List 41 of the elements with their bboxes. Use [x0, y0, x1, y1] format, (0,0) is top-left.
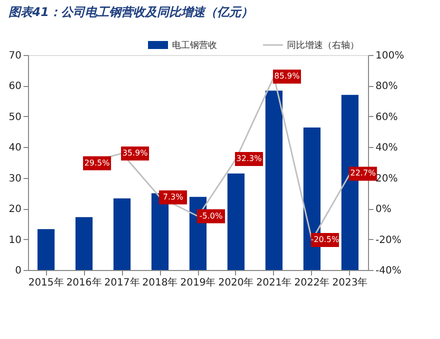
y2-tick-label: 20% [376, 173, 398, 184]
y-tick-label: 0 [15, 266, 22, 276]
y-tick-label: 30 [8, 173, 22, 184]
bar [227, 174, 245, 270]
y-tick-label: 40 [8, 142, 22, 154]
x-tick-label: 2023年 [332, 276, 368, 288]
y2-tick-label: -40% [376, 266, 402, 276]
data-label: 29.5% [84, 158, 110, 168]
chart-title: 图表41：公司电工钢营收及同比增速（亿元） [8, 5, 253, 19]
x-tick-label: 2016年 [66, 276, 102, 288]
x-tick-label: 2021年 [256, 276, 292, 288]
data-label: 85.9% [274, 72, 300, 81]
bar [265, 90, 283, 270]
y2-tick-label: 100% [376, 50, 404, 62]
y2-tick-label: 40% [376, 142, 398, 154]
x-tick-label: 2019年 [180, 276, 216, 288]
y-tick-label: 60 [8, 81, 22, 92]
y2-tick-label: 80% [376, 81, 398, 92]
y-tick-label: 70 [8, 50, 22, 62]
y2-tick-label: 0% [376, 204, 392, 216]
data-label: 32.3% [236, 154, 262, 163]
y-tick-label: 50 [8, 112, 22, 123]
bar [75, 217, 93, 270]
data-label: -5.0% [199, 211, 223, 220]
x-tick-label: 2018年 [142, 276, 178, 288]
x-tick-label: 2020年 [218, 276, 254, 288]
legend-label: 电工钢营收 [172, 40, 217, 51]
y2-tick-label: 60% [376, 112, 398, 123]
y2-tick-label: -20% [376, 234, 402, 246]
x-tick-label: 2017年 [104, 276, 140, 288]
y-tick-label: 10 [8, 234, 22, 246]
data-label: 7.3% [162, 192, 184, 202]
x-tick-label: 2022年 [294, 276, 330, 288]
data-label: -20.5% [310, 235, 340, 244]
y-tick-label: 20 [8, 204, 22, 216]
bar [113, 198, 131, 270]
bar [37, 229, 55, 270]
legend-label: 同比增速（右轴） [287, 40, 359, 51]
x-tick-label: 2015年 [28, 276, 64, 288]
data-label: 35.9% [122, 148, 148, 158]
data-label: 22.7% [350, 168, 376, 178]
